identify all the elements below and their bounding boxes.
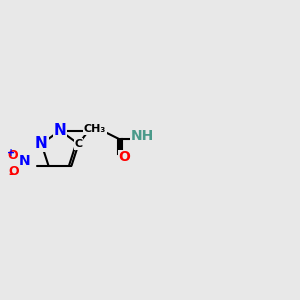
Text: CH₃: CH₃ [84, 124, 106, 134]
Text: C: C [74, 139, 83, 149]
Text: N: N [19, 154, 30, 168]
Text: N: N [35, 136, 48, 152]
Text: NH: NH [131, 130, 154, 143]
Text: +: + [7, 148, 15, 158]
Text: -: - [8, 168, 14, 181]
Text: O: O [9, 165, 20, 178]
Text: O: O [118, 151, 130, 164]
Text: N: N [54, 123, 66, 138]
Text: O: O [7, 149, 18, 162]
